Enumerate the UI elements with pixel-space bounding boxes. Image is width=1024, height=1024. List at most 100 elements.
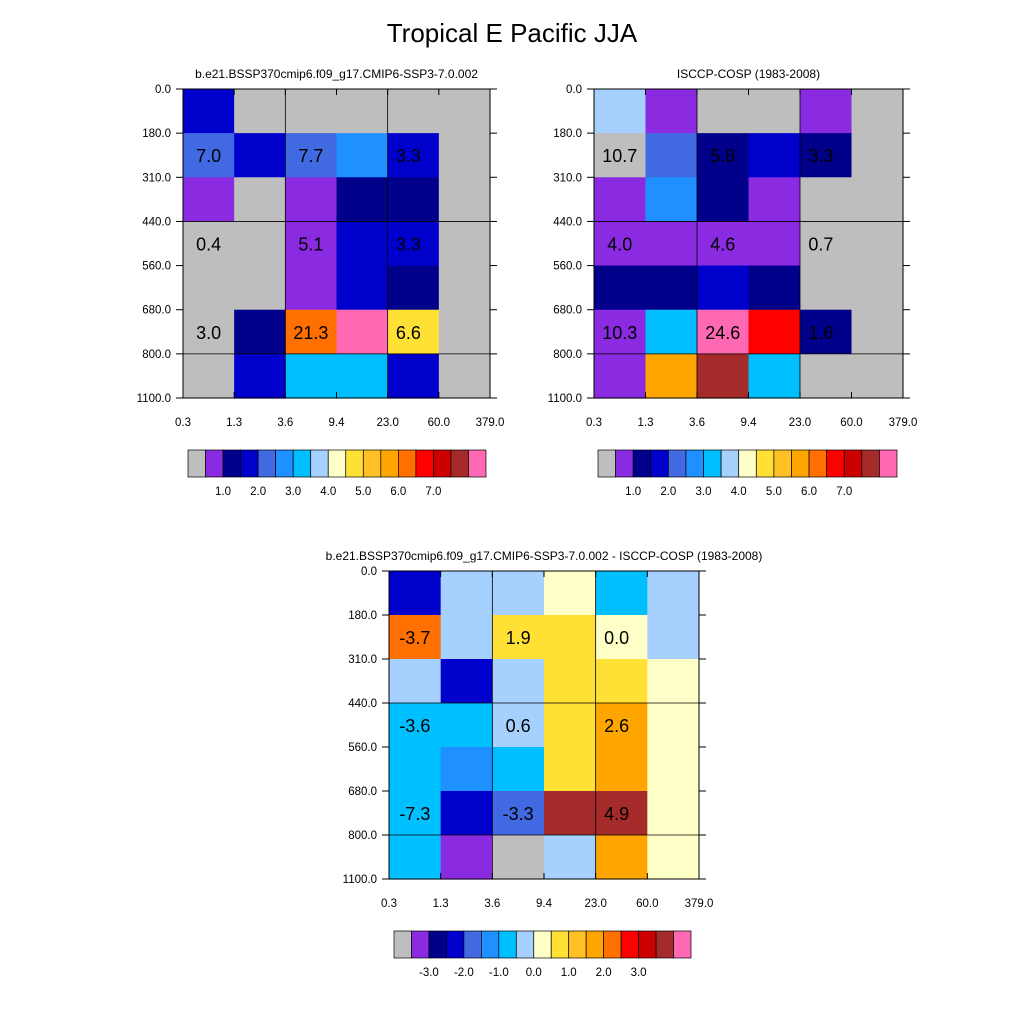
panel-model: b.e21.BSSP370cmip6.f09_g17.CMIP6-SSP3-7.… (137, 67, 505, 498)
heatmap-cell (492, 615, 545, 660)
colorbar-label: 0.0 (526, 967, 542, 979)
heatmap-cell (492, 659, 545, 704)
heatmap-cell (697, 177, 750, 223)
panel-title: ISCCP-COSP (1983-2008) (677, 67, 820, 81)
x-tick-label: 23.0 (789, 417, 811, 429)
colorbar-swatch (632, 449, 652, 478)
heatmap-cell (336, 265, 389, 311)
y-tick-label: 1100.0 (137, 393, 171, 405)
y-tick-label: 560.0 (142, 261, 171, 273)
heatmap-cell (183, 221, 235, 267)
value-label: 4.0 (607, 235, 632, 255)
colorbar-swatch (879, 449, 898, 478)
heatmap-cell (697, 309, 750, 355)
heatmap-cell (336, 133, 389, 178)
colorbar-swatch (257, 449, 276, 478)
heatmap-cell (285, 221, 338, 267)
colorbar-swatch (393, 930, 412, 959)
heatmap-cell (387, 177, 440, 223)
value-label: 5.1 (298, 235, 323, 255)
colorbar-swatch (861, 449, 880, 478)
heatmap-cell (389, 747, 442, 792)
panel-title: b.e21.BSSP370cmip6.f09_g17.CMIP6-SSP3-7.… (326, 549, 763, 563)
heatmap-cell (234, 353, 286, 399)
colorbar-swatch (468, 449, 487, 478)
heatmap-cell (234, 309, 286, 355)
colorbar-label: 5.0 (355, 486, 371, 498)
heatmap-cell (387, 221, 440, 267)
colorbar-swatch (222, 449, 241, 478)
colorbar-swatch (738, 449, 757, 478)
x-tick-label: 0.3 (586, 417, 602, 429)
value-label: -3.7 (399, 628, 430, 648)
heatmap-cell (595, 703, 648, 748)
y-tick-label: 180.0 (348, 610, 377, 622)
value-label: 2.6 (604, 716, 629, 736)
x-tick-label: 60.0 (428, 417, 450, 429)
colorbar-label: 2.0 (596, 967, 612, 979)
heatmap-cell (800, 177, 853, 223)
heatmap-cell (234, 177, 286, 223)
panel-title: b.e21.BSSP370cmip6.f09_g17.CMIP6-SSP3-7.… (195, 67, 478, 81)
colorbar-label: 3.0 (696, 486, 712, 498)
x-tick-label: 3.6 (689, 417, 705, 429)
heatmap-cell (336, 309, 389, 355)
colorbar-swatch (703, 449, 722, 478)
heatmap-cell (748, 221, 801, 267)
colorbar-swatch (550, 930, 570, 959)
colorbar-swatch (533, 930, 552, 959)
x-tick-label: 60.0 (840, 417, 862, 429)
heatmap-cell (438, 177, 491, 223)
heatmap-cell (438, 309, 491, 355)
heatmap-cell (544, 747, 597, 792)
x-tick-label: 9.4 (536, 898, 553, 910)
colorbar-swatch (380, 449, 399, 478)
heatmap-cell (492, 835, 545, 880)
heatmap-cell (492, 703, 545, 748)
colorbar-label: 7.0 (836, 486, 852, 498)
heatmap-cell (851, 309, 904, 355)
colorbar-swatch (720, 449, 740, 478)
heatmap-cell (594, 309, 647, 355)
heatmap-cell (285, 89, 338, 134)
heatmap-cell (645, 265, 698, 311)
heatmap-cell (748, 265, 801, 311)
x-tick-label: 379.0 (889, 417, 918, 429)
heatmap-cell (387, 353, 440, 399)
heatmap-cell (440, 747, 493, 792)
heatmap-cell (595, 835, 648, 880)
colorbar-swatch (597, 449, 616, 478)
heatmap-cell (800, 309, 853, 355)
heatmap-cell (285, 309, 338, 355)
heatmap-cell (594, 89, 647, 134)
heatmap-cell (851, 221, 904, 267)
colorbar-label: 3.0 (285, 486, 301, 498)
value-label: 7.0 (196, 146, 221, 166)
heatmap-cell (748, 177, 801, 223)
x-tick-label: 23.0 (376, 417, 398, 429)
heatmap-cell (595, 659, 648, 704)
heatmap-cell (647, 615, 700, 660)
heatmap-cell (544, 791, 597, 836)
x-tick-label: 379.0 (685, 898, 714, 910)
heatmap-cell (389, 835, 442, 880)
colorbar-label: -3.0 (419, 967, 439, 979)
heatmap-cell (800, 89, 853, 134)
value-label: 10.7 (602, 146, 637, 166)
heatmap-cell (438, 133, 491, 178)
heatmap-cell (645, 133, 698, 178)
y-tick-label: 180.0 (142, 128, 171, 140)
heatmap-cell (748, 353, 801, 399)
heatmap-cell (851, 353, 904, 399)
x-tick-label: 3.6 (484, 898, 500, 910)
y-tick-label: 800.0 (553, 349, 582, 361)
heatmap-cell (594, 265, 647, 311)
x-tick-label: 0.3 (381, 898, 397, 910)
heatmap-cell (336, 221, 389, 267)
heatmap-cell (645, 353, 698, 399)
heatmap-cell (594, 353, 647, 399)
heatmap-cell (440, 615, 493, 660)
y-tick-label: 800.0 (142, 349, 171, 361)
colorbar-swatch (826, 449, 845, 478)
